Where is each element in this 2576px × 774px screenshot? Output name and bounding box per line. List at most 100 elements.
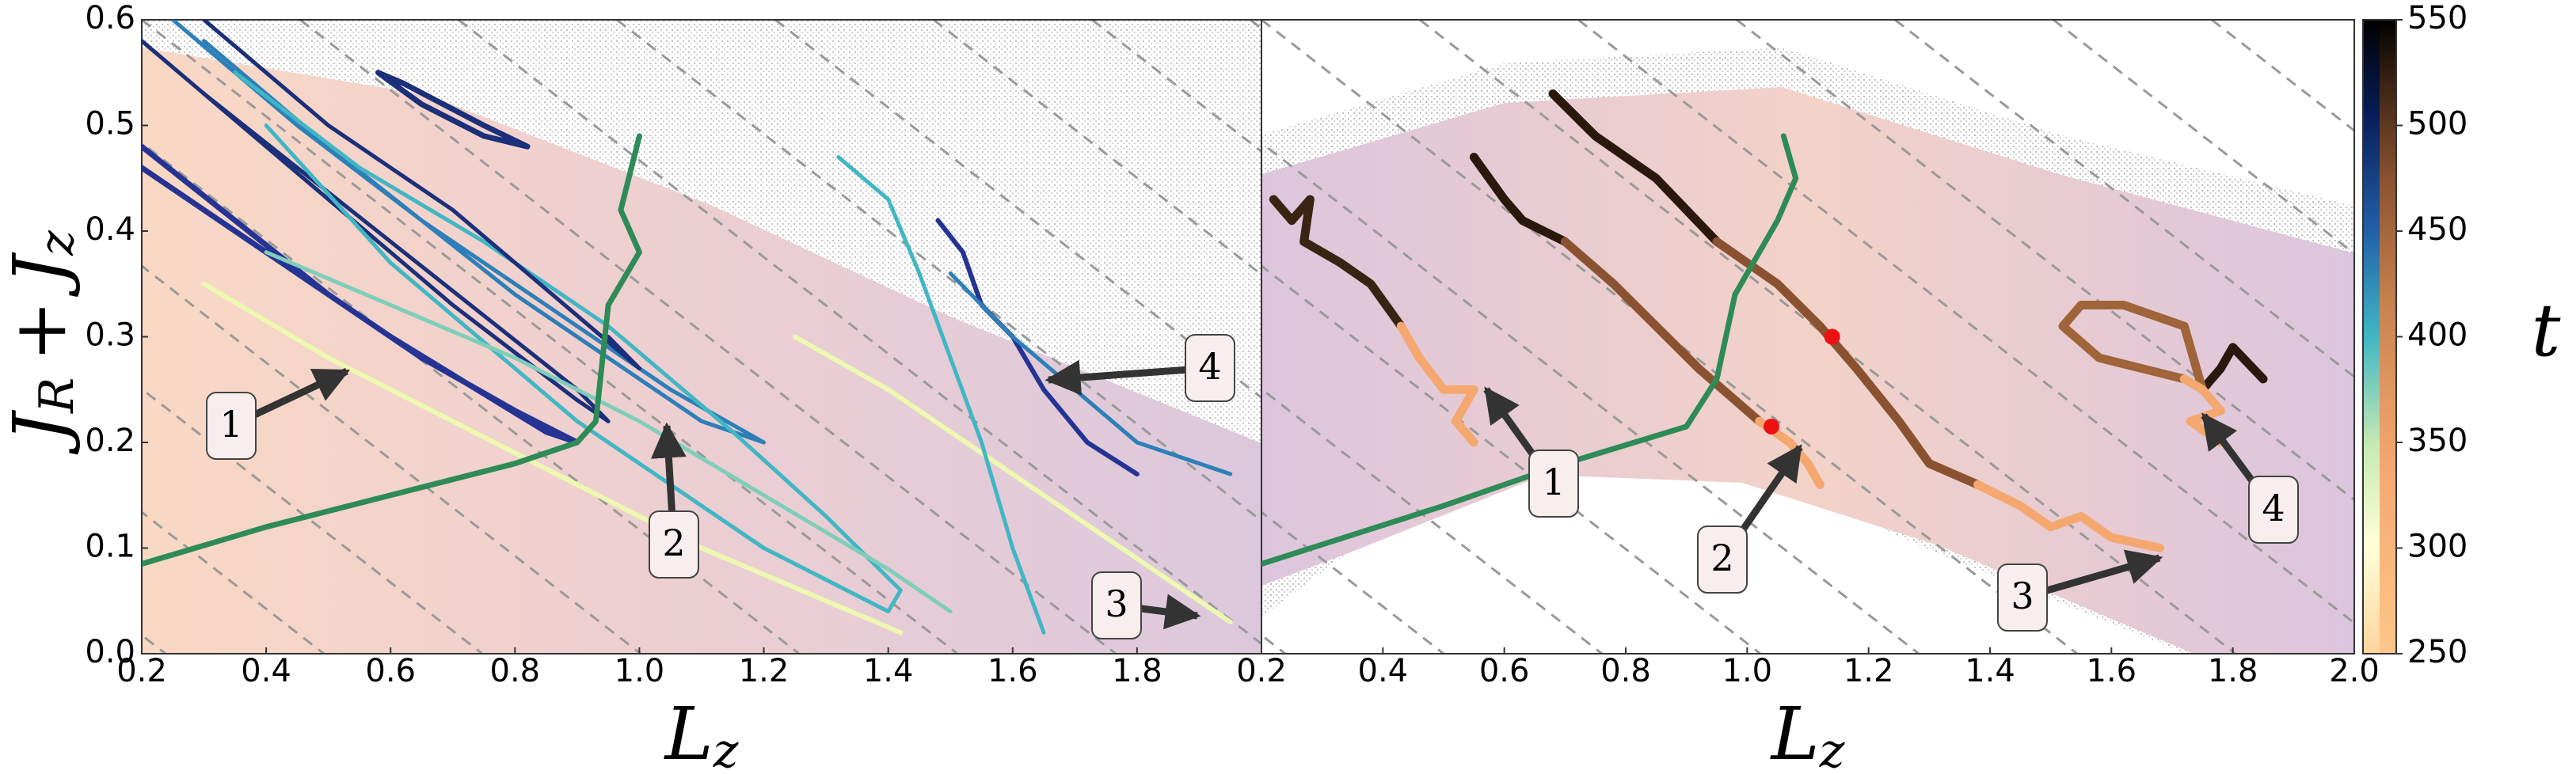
guide-line (1261, 141, 1920, 654)
annotation-label: 3 (1105, 582, 1128, 625)
colorbar-tick-label: 350 (2407, 423, 2468, 459)
annotation-box (2248, 476, 2299, 544)
annotation-box (1091, 571, 1142, 639)
trajectory (264, 250, 953, 614)
guide-line (1736, 20, 2354, 502)
trajectory (2179, 374, 2225, 447)
x-tick-label: 1.4 (863, 653, 914, 689)
trajectory (202, 20, 641, 371)
trajectory (1396, 321, 1478, 447)
trajectory (2058, 300, 2207, 394)
annotation-box (1528, 450, 1579, 518)
trajectory (1560, 237, 1764, 426)
annotation-label: 1 (1542, 461, 1565, 503)
x-tick-label: 1.2 (739, 653, 790, 689)
colorbar-tick-label: 550 (2407, 0, 2468, 36)
trajectory (201, 281, 904, 636)
y-tick-label: 0.2 (85, 423, 135, 459)
x-tick-label: 0.6 (1479, 653, 1530, 689)
x-tick-label: 0.8 (490, 653, 541, 689)
x-tick-label: 1.6 (2087, 653, 2137, 689)
point (1764, 418, 1779, 434)
colorbar-left (2363, 20, 2380, 654)
y-label-main: J (0, 409, 82, 455)
trajectory (836, 155, 1046, 635)
x-tick-label: 0.6 (365, 653, 416, 689)
colorbar-tick-label: 300 (2407, 529, 2468, 565)
trajectory (792, 334, 1233, 624)
y-axis-label: JR+Jz (0, 230, 85, 455)
y-tick-label: 0.1 (85, 529, 135, 565)
guide-line (142, 264, 641, 654)
x-axis-label: Lz (1770, 692, 1845, 774)
guide-line (142, 20, 958, 654)
x-tick-label: 1.6 (987, 653, 1038, 689)
trajectory (1261, 133, 1799, 567)
x-label-main: L (664, 692, 713, 774)
x-tick-label: 1.4 (1965, 653, 2015, 689)
y-tick-label: 0.0 (85, 634, 135, 670)
annotation-label: 2 (1710, 537, 1733, 579)
guide-line (1894, 20, 2354, 378)
y-label-sub: R (29, 378, 85, 414)
guide-line (1261, 264, 1761, 654)
y-label-op: + (0, 301, 82, 362)
annotation-box (1997, 563, 2048, 632)
guide-line (616, 20, 1261, 522)
x-tick-label: 0.8 (1600, 653, 1651, 689)
x-label-main: L (1770, 692, 1820, 774)
colorbar-right (2380, 20, 2396, 654)
point (1824, 328, 1840, 345)
guide-line (299, 20, 1117, 654)
x-label-sub: z (713, 723, 739, 774)
x-tick-label: 1.0 (1722, 653, 1773, 689)
colorbar-tick-label: 450 (2407, 211, 2468, 248)
annotation-label: 4 (2262, 487, 2285, 529)
annotation-box (649, 510, 699, 579)
colorbar-label: t (2532, 288, 2562, 373)
left-background (142, 20, 1261, 654)
trajectory (142, 39, 611, 423)
x-label-sub: z (1819, 723, 1845, 774)
x-tick-label: 1.2 (1844, 653, 1894, 689)
guide-line (2053, 20, 2354, 256)
trajectory (1269, 195, 1406, 331)
y-label-sub: z (29, 230, 85, 256)
x-axis-label: Lz (664, 692, 739, 774)
guide-line (933, 20, 1261, 276)
y-tick-label: 0.3 (85, 317, 135, 354)
x-tick-label: 1.8 (2208, 653, 2258, 689)
x-tick-label: 1.0 (615, 653, 665, 689)
annotation-label: 2 (662, 522, 685, 564)
annotation-label: 1 (219, 403, 242, 446)
annotation-box (206, 392, 257, 460)
guide-line (774, 20, 1261, 400)
x-tick-label: 0.2 (1236, 653, 1287, 689)
trajectory (142, 133, 642, 567)
y-tick-label: 0.4 (85, 211, 135, 248)
guide-line (2211, 20, 2354, 132)
right-frame (1261, 19, 2355, 654)
guide-line (1577, 20, 2354, 625)
annotation-label: 4 (1198, 345, 1221, 388)
trajectory (2197, 343, 2268, 394)
colorbar-tick-label: 500 (2407, 106, 2468, 142)
trajectory (1973, 480, 2165, 552)
trajectory (375, 70, 531, 150)
annotation-label: 3 (2011, 575, 2034, 617)
x-tick-label: 2.0 (2329, 653, 2380, 689)
trajectory (1548, 89, 1722, 246)
plot-area (1261, 89, 2268, 567)
x-tick-label: 0.4 (241, 653, 291, 689)
trajectory (1712, 237, 1983, 489)
colorbar-tick-label: 250 (2407, 634, 2468, 670)
colorbar-tick-label: 400 (2407, 317, 2468, 354)
annotation-arrow (1044, 359, 1211, 396)
annotation-box (1185, 334, 1235, 402)
guide-line (1261, 387, 1603, 654)
x-tick-label: 0.4 (1358, 653, 1409, 689)
guide-line (1091, 20, 1261, 154)
x-tick-label: 0.2 (116, 653, 167, 689)
y-label-main: J (0, 252, 82, 298)
guide-line (142, 387, 483, 654)
